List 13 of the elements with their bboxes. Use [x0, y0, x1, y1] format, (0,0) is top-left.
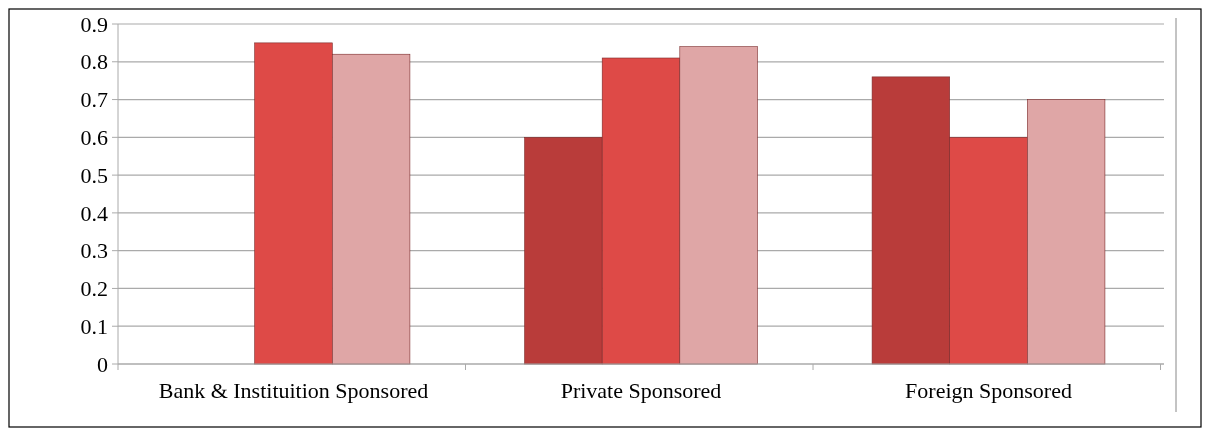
y-tick-label: 0	[97, 351, 108, 377]
y-tick-label: 0.9	[80, 11, 108, 37]
y-tick-label: 0.7	[80, 87, 108, 113]
y-tick-label: 0.4	[80, 200, 108, 226]
y-tick-label: 0.2	[80, 276, 108, 302]
y-tick-label: 0.3	[80, 238, 108, 264]
x-tick-label: Foreign Sponsored	[905, 378, 1072, 403]
y-tick-label: 0.6	[80, 125, 108, 151]
y-tick-label: 0.8	[80, 49, 108, 75]
x-tick-label: Private Sponsored	[560, 378, 722, 403]
x-tick-label: Bank & Instituition Sponsored	[158, 378, 429, 403]
y-tick-label: 0.5	[80, 162, 108, 188]
y-tick-label: 0.1	[80, 313, 108, 339]
